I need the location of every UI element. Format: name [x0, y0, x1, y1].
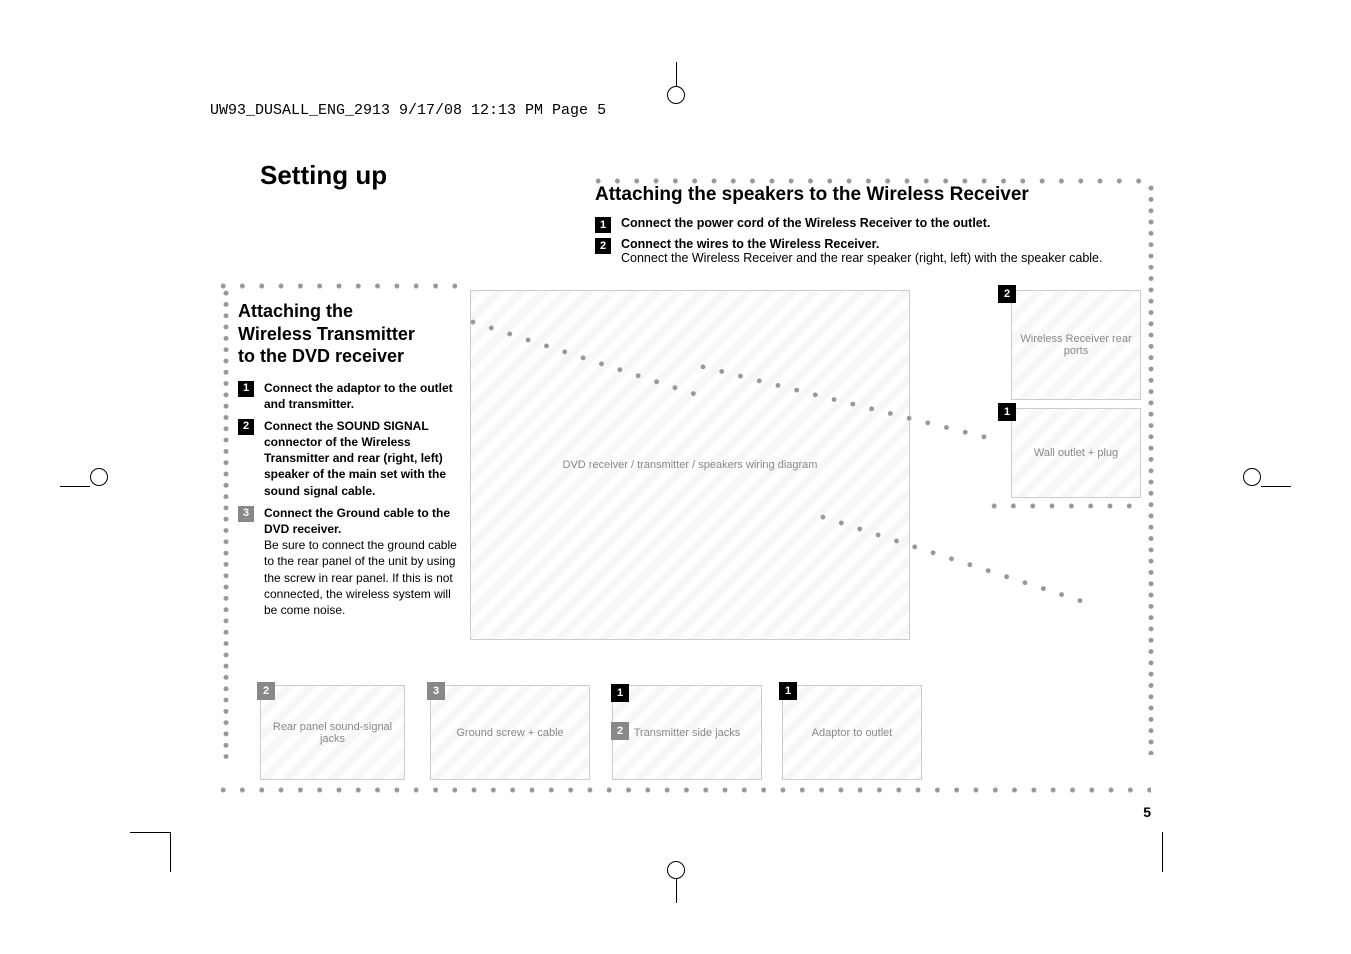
- dots-right-side: • • • • • • • • • • • • • • • • • • • • …: [1145, 185, 1157, 755]
- inset-ground-label: Ground screw + cable: [456, 727, 563, 739]
- left-step-3-title: Connect the Ground cable to the DVD rece…: [264, 505, 458, 537]
- right-step-2-title: Connect the wires to the Wireless Receiv…: [621, 237, 879, 251]
- right-step-1-title: Connect the power cord of the Wireless R…: [621, 216, 990, 230]
- callout-bl-2: 2: [257, 682, 275, 700]
- crop-mark-bottom: [667, 861, 685, 884]
- left-head-l1: Attaching the: [238, 301, 353, 321]
- callout-2a: 2: [998, 285, 1016, 303]
- right-step-2: 2 Connect the wires to the Wireless Rece…: [595, 237, 1151, 265]
- print-header: UW93_DUSALL_ENG_2913 9/17/08 12:13 PM Pa…: [210, 102, 606, 119]
- left-head-l2: Wireless Transmitter: [238, 324, 415, 344]
- left-badge-3: 3: [238, 506, 254, 522]
- inset-ground-cable: Ground screw + cable 3: [430, 685, 590, 780]
- dots-left-top: • • • • • • • • • • • • • • • • • • • • …: [220, 280, 460, 292]
- dots-short-r: • • • • • • • • • • • • • • • • • • • •: [991, 500, 1141, 512]
- illus-label: DVD receiver / transmitter / speakers wi…: [563, 459, 818, 471]
- inset-outlet-right: Wall outlet + plug 1: [1011, 408, 1141, 498]
- crop-circle-right: [1243, 468, 1261, 486]
- callout-1a: 1: [998, 403, 1016, 421]
- left-badge-2: 2: [238, 419, 254, 435]
- left-section: Attaching the Wireless Transmitter to th…: [238, 300, 458, 624]
- left-step-1-title: Connect the adaptor to the outlet and tr…: [264, 380, 458, 412]
- step-badge-2: 2: [595, 238, 611, 254]
- callout-mid-1: 1: [611, 684, 629, 702]
- page-number: 5: [1143, 804, 1151, 820]
- left-step-2-title: Connect the SOUND SIGNAL connector of th…: [264, 418, 458, 499]
- inset-tx-label: Transmitter side jacks: [634, 727, 741, 739]
- inset-outlet-r-label: Wall outlet + plug: [1034, 447, 1118, 459]
- left-head-l3: to the DVD receiver: [238, 346, 404, 366]
- left-badge-1: 1: [238, 381, 254, 397]
- inset-outlet-left: Adaptor to outlet 1: [782, 685, 922, 780]
- left-step-3: 3 Connect the Ground cable to the DVD re…: [238, 505, 458, 618]
- crop-corner-br: [1133, 832, 1163, 862]
- right-step-1: 1 Connect the power cord of the Wireless…: [595, 216, 1151, 233]
- inset-receiver-ports: Wireless Receiver rear ports 2: [1011, 290, 1141, 400]
- left-step-1: 1 Connect the adaptor to the outlet and …: [238, 380, 458, 412]
- dots-left-side: • • • • • • • • • • • • • • • • • • • • …: [220, 290, 232, 760]
- crop-corner-bl: [170, 832, 230, 862]
- inset-receiver-label: Wireless Receiver rear ports: [1012, 333, 1140, 357]
- left-step-3-desc: Be sure to connect the ground cable to t…: [264, 537, 458, 618]
- left-heading: Attaching the Wireless Transmitter to th…: [238, 300, 458, 368]
- crop-circle-left: [90, 468, 108, 486]
- inset-rear-label: Rear panel sound-signal jacks: [261, 721, 404, 745]
- callout-bl-3: 3: [427, 682, 445, 700]
- right-step-2-desc: Connect the Wireless Receiver and the re…: [621, 251, 1102, 265]
- inset-outlet-l-label: Adaptor to outlet: [812, 727, 893, 739]
- callout-br-1: 1: [779, 682, 797, 700]
- page-content: Setting up • • • • • • • • • • • • • • •…: [200, 140, 1151, 814]
- right-heading: Attaching the speakers to the Wireless R…: [595, 184, 1151, 206]
- inset-transmitter-side: Transmitter side jacks 1 2: [612, 685, 762, 780]
- left-step-2: 2 Connect the SOUND SIGNAL connector of …: [238, 418, 458, 499]
- callout-mid-2: 2: [611, 722, 629, 740]
- step-badge-1: 1: [595, 217, 611, 233]
- dots-bottom: • • • • • • • • • • • • • • • • • • • • …: [220, 784, 1151, 796]
- right-section: Attaching the speakers to the Wireless R…: [595, 184, 1151, 269]
- inset-rear-panel: Rear panel sound-signal jacks 2: [260, 685, 405, 780]
- crop-mark-top: [667, 86, 685, 109]
